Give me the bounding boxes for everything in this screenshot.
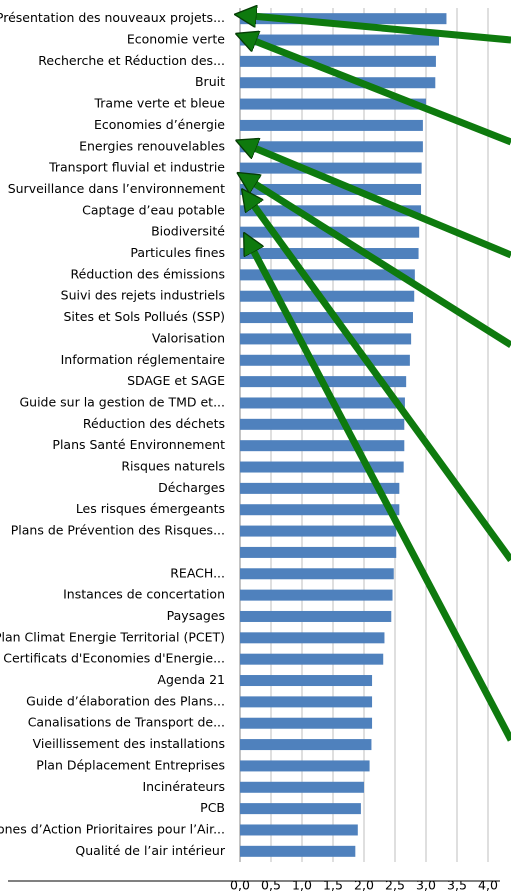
bar — [240, 269, 415, 281]
y-tick-label: Réduction des déchets — [83, 416, 225, 431]
bar — [240, 397, 405, 409]
bar — [240, 461, 404, 473]
y-tick-label: Recherche et Réduction des... — [38, 53, 225, 68]
bar — [240, 34, 440, 46]
bar — [240, 525, 397, 537]
x-tick-label: 3,0 — [416, 878, 436, 893]
arrow — [252, 16, 511, 44]
y-tick-label: REACH... — [170, 565, 225, 580]
bar — [240, 760, 370, 772]
bar — [240, 354, 410, 366]
y-tick-label: Certificats d'Economies d'Energie... — [3, 651, 225, 666]
bar — [240, 739, 372, 751]
bar — [240, 717, 373, 729]
bar — [240, 13, 447, 25]
bar — [240, 653, 384, 665]
y-tick-label: Les risques émergeants — [76, 501, 225, 516]
bar — [240, 845, 356, 857]
bar — [240, 482, 400, 494]
bar — [240, 696, 373, 708]
x-tick-label: 2,5 — [385, 878, 405, 893]
bar — [240, 803, 361, 815]
bar — [240, 55, 436, 67]
bar — [240, 589, 393, 601]
x-tick-label: 4,0 — [478, 878, 498, 893]
bar — [240, 205, 422, 217]
bar — [240, 418, 405, 430]
bar — [240, 824, 358, 836]
x-tick-label: 0,0 — [230, 878, 250, 893]
bar — [240, 290, 415, 302]
x-tick-label: 0,5 — [261, 878, 281, 893]
y-tick-label: Biodiversité — [151, 224, 225, 239]
y-tick-label: Vieillissement des installations — [33, 736, 225, 751]
bar — [240, 312, 413, 324]
y-tick-label: Plans Santé Environnement — [52, 437, 225, 452]
y-tick-label: Valorisation — [152, 330, 225, 345]
y-tick-label: Transport fluvial et industrie — [48, 160, 225, 175]
y-tick-label: Plan Déplacement Entreprises — [36, 757, 225, 772]
bar — [240, 162, 422, 174]
y-tick-label: Instances de concertation — [63, 587, 225, 602]
y-tick-label: Plan Climat Energie Territorial (PCET) — [0, 629, 225, 644]
bar — [240, 98, 426, 110]
x-tick-label: 3,5 — [447, 878, 467, 893]
bar — [240, 248, 419, 260]
arrow — [252, 40, 511, 146]
bar — [240, 141, 423, 153]
y-tick-label: Décharges — [158, 480, 225, 495]
bar — [240, 77, 436, 89]
bar — [240, 781, 364, 793]
x-tick-label: 2,0 — [354, 878, 374, 893]
arrow — [252, 248, 511, 742]
y-tick-label: Economies d’énergie — [94, 117, 225, 132]
arrow — [252, 203, 511, 563]
bar — [240, 440, 405, 452]
arrows — [252, 16, 511, 742]
y-tick-label: Guide sur la gestion de TMD et... — [19, 394, 225, 409]
y-tick-label: Paysages — [167, 608, 225, 623]
y-tick-label: Guide d’élaboration des Plans... — [26, 693, 225, 708]
y-tick-label: Suivi des rejets industriels — [61, 288, 225, 303]
x-tick-label: 1,0 — [292, 878, 312, 893]
y-tick-label: Information réglementaire — [61, 352, 226, 367]
plot-area: 0,0 0,5 1,0 1,5 2,0 2,5 3,0 3,5 4,0 Présentation … — [0, 8, 498, 893]
y-tick-label: Incinérateurs — [142, 779, 225, 794]
y-tick-label: Trame verte et bleue — [93, 96, 225, 111]
arrow — [252, 182, 511, 348]
bar — [240, 546, 397, 558]
y-tick-label: Bruit — [195, 74, 225, 89]
y-tick-label: PCB — [200, 800, 225, 815]
bar — [240, 675, 373, 687]
bar — [240, 610, 392, 622]
y-tick-label: Réduction des émissions — [71, 266, 226, 281]
x-tick-label: 1,5 — [323, 878, 343, 893]
y-tick-label: Energies renouvelables — [79, 138, 225, 153]
y-tick-label: Sites et Sols Pollués (SSP) — [63, 309, 225, 324]
y-tick-label: SDAGE et SAGE — [127, 373, 225, 388]
y-tick-label: Risques naturels — [121, 459, 225, 474]
y-tick-label: Canalisations de Transport de... — [28, 715, 225, 730]
y-tick-label: Plans de Prévention des Risques... — [11, 523, 225, 538]
y-tick-label: Surveillance dans l’environnement — [8, 181, 225, 196]
bar — [240, 504, 400, 516]
y-tick-label: Captage d’eau potable — [82, 202, 225, 217]
y-tick-label: Economie verte — [127, 32, 225, 47]
y-tick-label: Agenda 21 — [157, 672, 225, 687]
bar — [240, 183, 422, 195]
bar — [240, 333, 412, 345]
y-tick-label: Qualité de l’air intérieur — [75, 843, 225, 858]
arrow — [252, 147, 511, 259]
bar — [240, 119, 423, 131]
y-tick-label: Particules fines — [130, 245, 225, 260]
bar — [240, 568, 394, 580]
y-tick-label: Zones d’Action Prioritaires pour l’Air..… — [0, 821, 225, 836]
bar — [240, 632, 385, 644]
y-tick-label: Présentation des nouveaux projets... — [0, 10, 225, 25]
